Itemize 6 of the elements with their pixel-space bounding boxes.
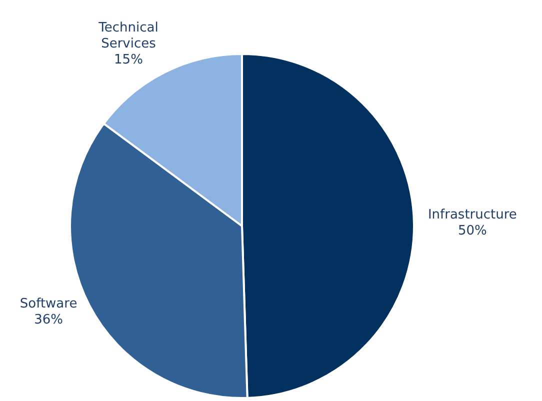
data-label: 15%	[114, 52, 143, 68]
slice-label: Technical Services	[98, 20, 158, 52]
slice-label: Infrastructure	[428, 207, 517, 222]
data-label: 36%	[34, 312, 63, 328]
slice-label: Software	[20, 296, 78, 312]
data-label: 50%	[458, 223, 487, 238]
